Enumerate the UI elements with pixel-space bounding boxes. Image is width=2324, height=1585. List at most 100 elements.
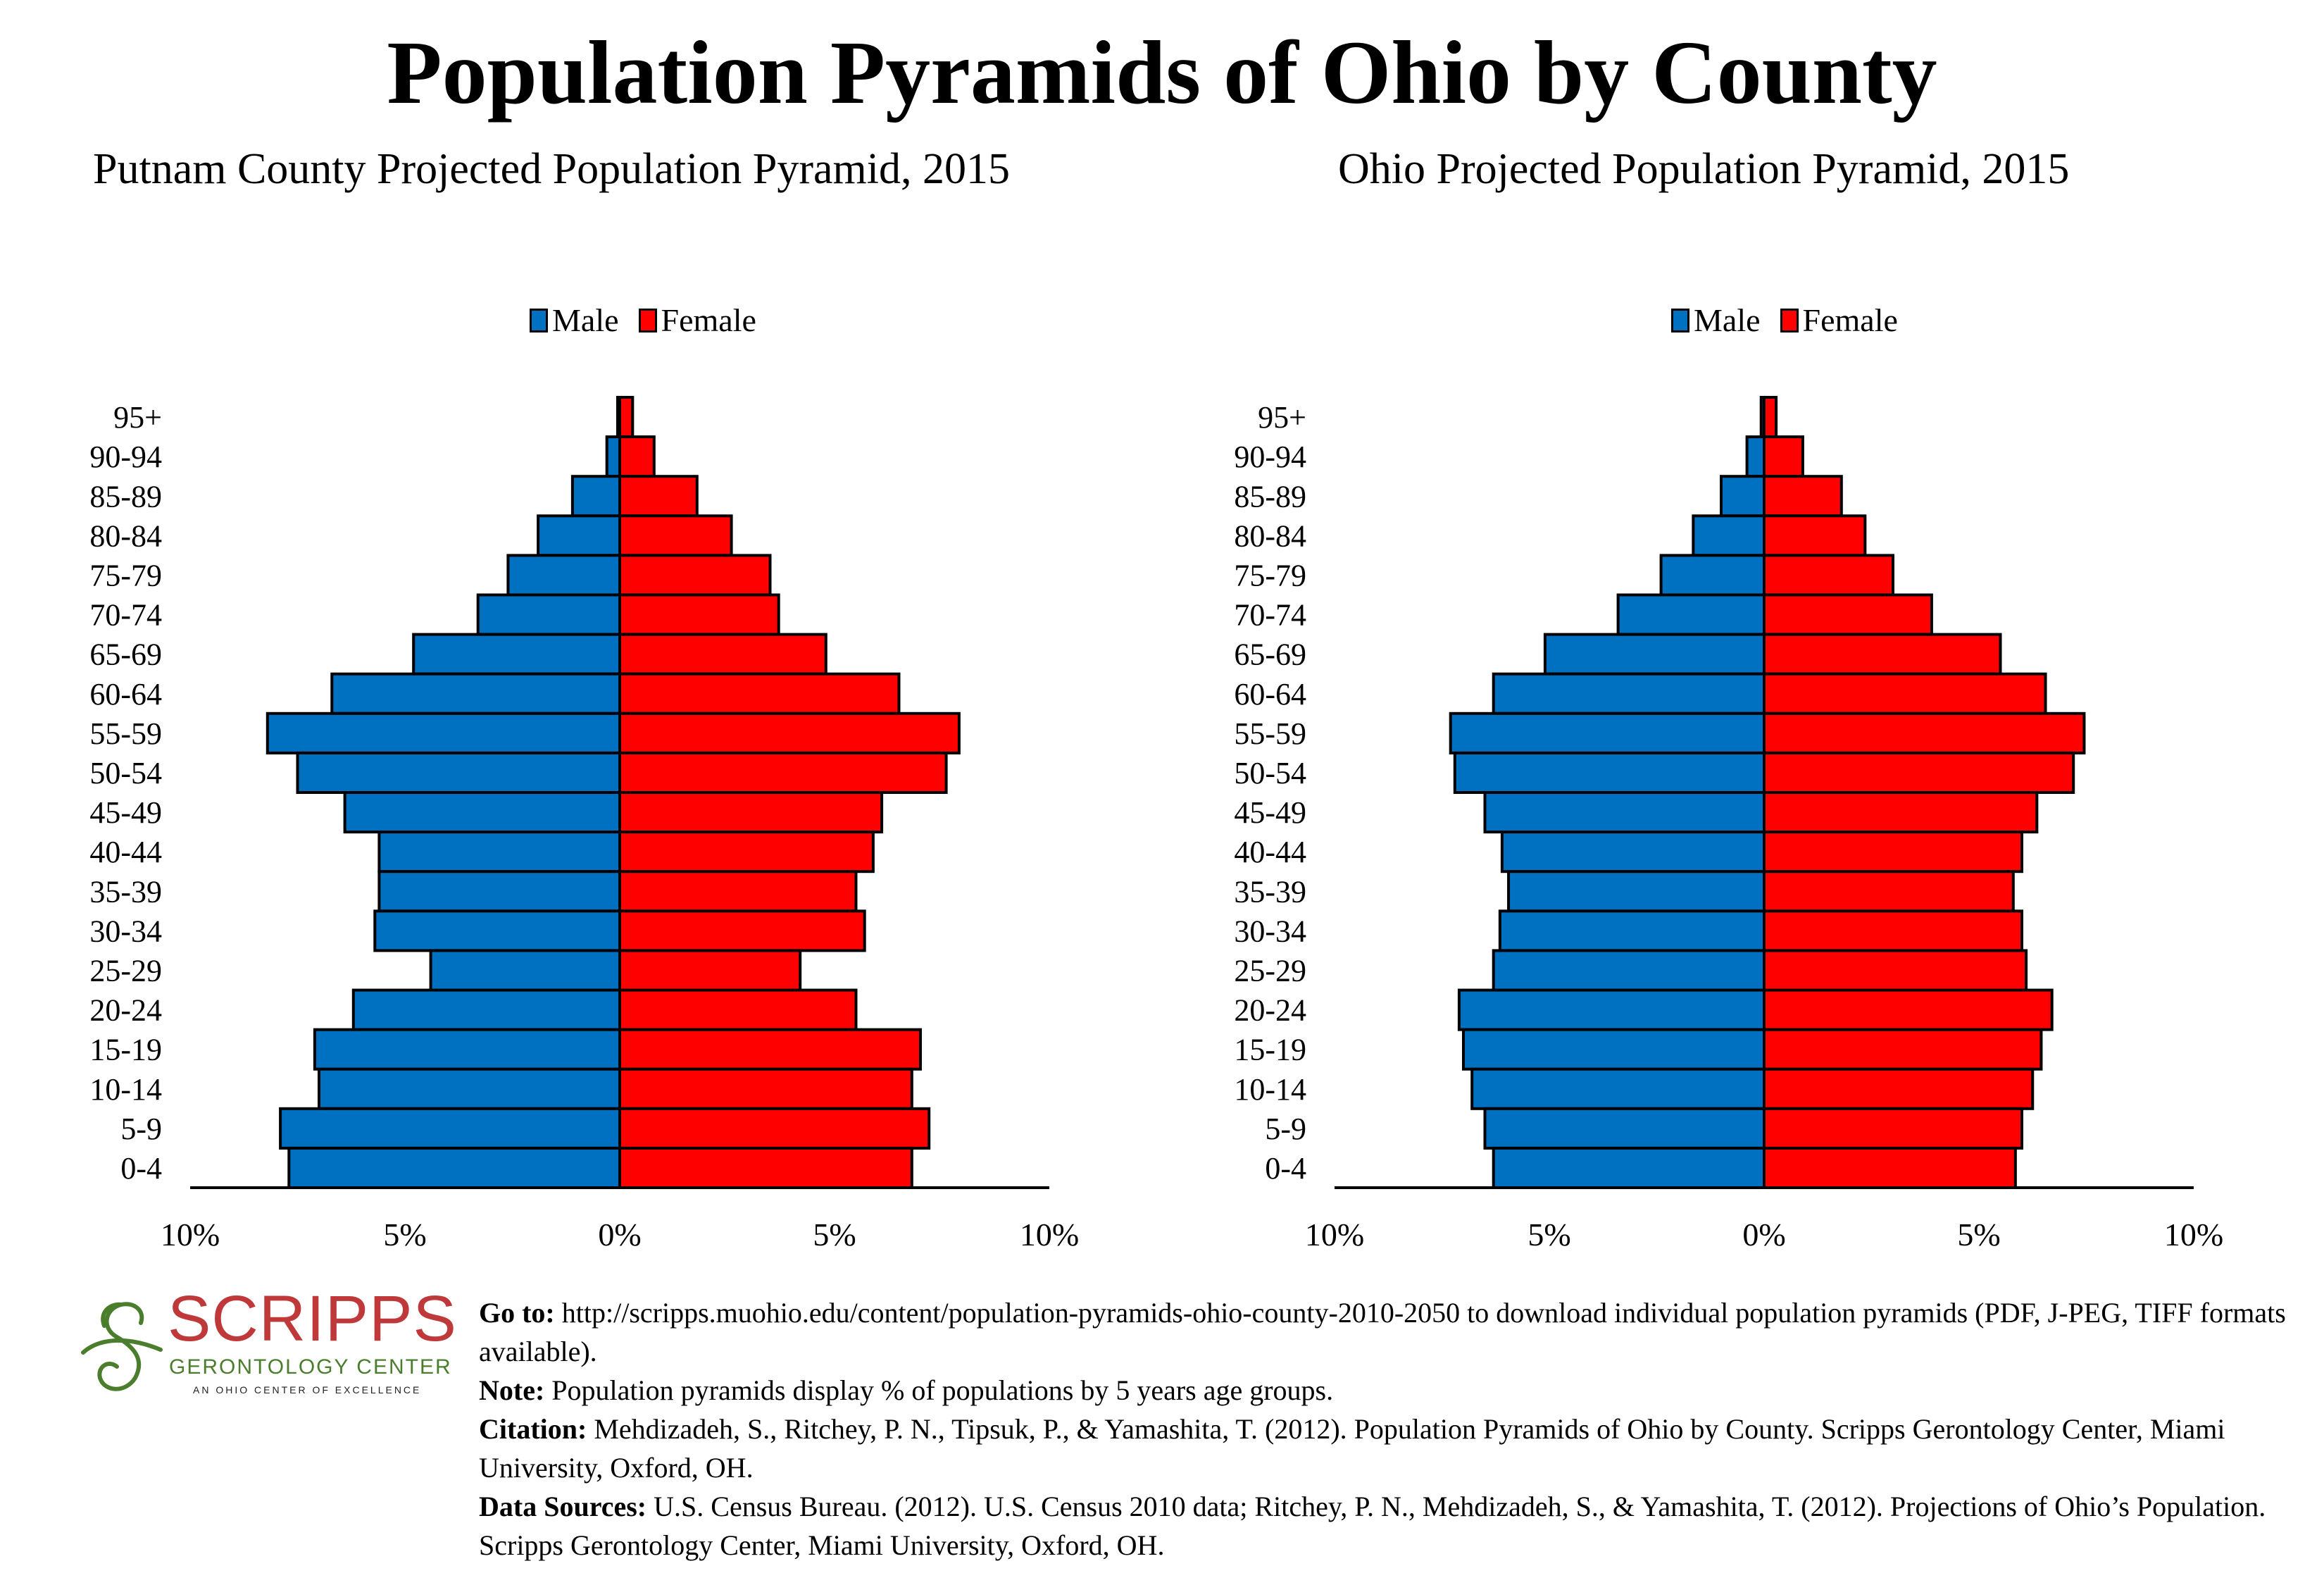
legend-item-male: Male — [1671, 302, 1761, 339]
bar-female-30-34 — [1763, 909, 2023, 952]
age-label: 75-79 — [89, 558, 162, 592]
bar-female-45-49 — [1763, 791, 2039, 834]
age-label: 40-44 — [1234, 835, 1306, 869]
scripps-logo: SCRIPPS GERONTOLOGY CENTER AN OHIO CENTE… — [77, 1282, 472, 1409]
bar-male-45-49 — [343, 791, 621, 834]
citation-label: Citation: — [479, 1413, 587, 1445]
age-label: 90-94 — [89, 440, 162, 474]
age-label: 80-84 — [89, 518, 162, 553]
bar-male-60-64 — [1492, 672, 1766, 715]
x-tick-label: 0% — [1742, 1217, 1785, 1253]
bar-female-65-69 — [1763, 633, 2002, 676]
goto-label: Go to: — [479, 1297, 555, 1329]
bar-male-15-19 — [1462, 1028, 1766, 1071]
age-label: 80-84 — [1234, 518, 1306, 553]
legend-putnam: Male Female — [530, 302, 776, 339]
logo-subtitle: GERONTOLOGY CENTER — [169, 1355, 452, 1379]
age-label: 90-94 — [1234, 440, 1306, 474]
age-label: 30-34 — [1234, 914, 1306, 948]
bar-male-5-9 — [1483, 1107, 1766, 1150]
bar-female-60-64 — [1763, 672, 2047, 715]
age-label: 60-64 — [89, 677, 162, 711]
bar-female-65-69 — [618, 633, 827, 676]
logo-tagline: AN OHIO CENTER OF EXCELLENCE — [193, 1384, 422, 1396]
age-label: 0-4 — [1265, 1151, 1306, 1186]
x-tick-label: 5% — [383, 1217, 426, 1253]
age-label: 15-19 — [1234, 1033, 1306, 1067]
bar-female-90-94 — [1763, 435, 1804, 478]
bar-female-0-4 — [1763, 1146, 2017, 1190]
bar-female-60-64 — [618, 672, 901, 715]
bar-female-75-79 — [1763, 554, 1894, 597]
age-label: 15-19 — [89, 1033, 162, 1067]
age-label: 85-89 — [1234, 479, 1306, 514]
bar-female-55-59 — [1763, 711, 2086, 754]
age-label: 70-74 — [89, 598, 162, 633]
age-label: 5-9 — [1265, 1112, 1306, 1146]
scripps-swirl-icon — [81, 1302, 163, 1391]
bar-female-85-89 — [1763, 475, 1843, 518]
legend-item-male: Male — [530, 302, 619, 339]
chart-title-putnam: Putnam County Projected Population Pyram… — [93, 145, 1010, 193]
legend-item-female: Female — [1780, 302, 1898, 339]
legend-label-female: Female — [1802, 302, 1898, 338]
bar-male-10-14 — [1470, 1067, 1766, 1110]
bar-male-40-44 — [377, 831, 622, 874]
age-label: 35-39 — [89, 874, 162, 909]
bar-male-90-94 — [1745, 435, 1766, 478]
bar-female-30-34 — [618, 909, 866, 952]
bar-male-35-39 — [1507, 870, 1766, 913]
legend-item-female: Female — [638, 302, 756, 339]
x-tick-label: 0% — [598, 1217, 641, 1253]
bar-male-60-64 — [330, 672, 621, 715]
bar-female-70-74 — [618, 593, 780, 636]
age-label: 45-49 — [1234, 795, 1306, 830]
bar-male-65-69 — [1543, 633, 1766, 676]
pyramid-chart-ohio: 95+ 90-94 85-89 80-84 75-79 70-74 65-69 60-64 55… — [1234, 396, 2223, 1253]
bar-female-40-44 — [1763, 831, 2023, 874]
bar-male-5-9 — [279, 1107, 621, 1150]
bar-female-95+ — [1763, 396, 1778, 439]
age-label: 50-54 — [1234, 756, 1306, 790]
note-label: Note: — [479, 1374, 545, 1406]
bar-female-55-59 — [618, 711, 961, 754]
age-label: 0-4 — [120, 1151, 162, 1186]
bar-female-90-94 — [618, 435, 656, 478]
bar-female-25-29 — [1763, 949, 2028, 992]
bar-male-20-24 — [1457, 988, 1766, 1031]
bar-male-45-49 — [1483, 791, 1766, 834]
bar-male-50-54 — [1453, 751, 1766, 795]
footer-notes: Go to: http://scripps.muohio.edu/content… — [479, 1293, 2310, 1565]
x-tick-label: 10% — [161, 1217, 220, 1253]
age-label: 75-79 — [1234, 558, 1306, 592]
age-label: 55-59 — [1234, 716, 1306, 751]
female-swatch-icon — [1780, 308, 1799, 332]
x-tick-label: 5% — [1957, 1217, 2000, 1253]
footer-note: Note: Population pyramids display % of p… — [479, 1371, 2310, 1410]
bar-male-85-89 — [1720, 475, 1766, 518]
bar-female-10-14 — [1763, 1067, 2035, 1110]
age-label: 85-89 — [89, 479, 162, 514]
age-label: 95+ — [113, 400, 162, 435]
chart-title-ohio: Ohio Projected Population Pyramid, 2015 — [1338, 145, 2070, 193]
age-label: 35-39 — [1234, 874, 1306, 909]
bar-male-70-74 — [1616, 593, 1766, 636]
main-title: Population Pyramids of Ohio by County — [387, 23, 1937, 123]
age-label: 50-54 — [89, 756, 162, 790]
sources-text: U.S. Census Bureau. (2012). U.S. Census … — [479, 1491, 2266, 1561]
male-swatch-icon — [530, 308, 548, 332]
bar-female-70-74 — [1763, 593, 1933, 636]
legend-label-male: Male — [552, 302, 619, 338]
female-swatch-icon — [638, 308, 657, 332]
bar-female-75-79 — [618, 554, 772, 597]
bar-male-55-59 — [1449, 711, 1766, 754]
age-label: 10-14 — [89, 1072, 162, 1107]
bar-female-50-54 — [1763, 751, 2075, 795]
bar-male-80-84 — [537, 514, 621, 557]
age-label: 45-49 — [89, 795, 162, 830]
age-label: 60-64 — [1234, 677, 1306, 711]
citation-text: Mehdizadeh, S., Ritchey, P. N., Tipsuk, … — [479, 1413, 2225, 1484]
age-label: 55-59 — [89, 716, 162, 751]
bar-female-35-39 — [1763, 870, 2015, 913]
pyramid-chart-putnam: 95+ 90-94 85-89 80-84 75-79 70-74 65-69 60-64 55… — [89, 396, 1079, 1253]
